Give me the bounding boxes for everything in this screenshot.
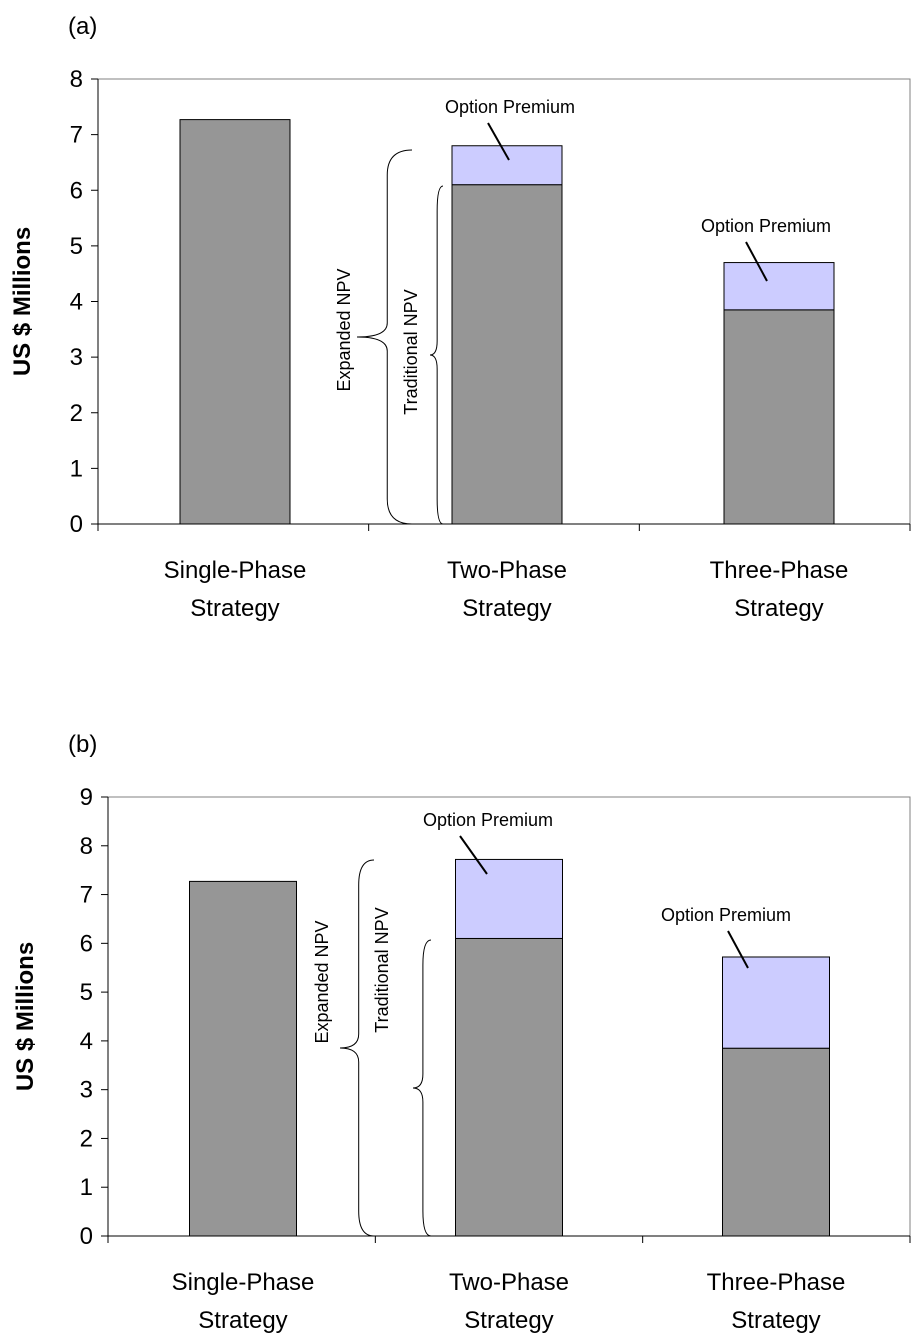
y-tick-label: 4	[80, 1028, 93, 1055]
category-label: Three-Phase	[707, 1269, 846, 1296]
traditional-npv-brace	[429, 185, 444, 525]
bar-traditional-npv	[189, 880, 297, 1237]
bar-option-premium	[451, 145, 563, 186]
category-label: Strategy	[464, 1307, 553, 1334]
y-tick-label: 7	[80, 882, 93, 909]
chart-panel-a: (a) 0 1 2 3 4 5 6 7 8 US $ Millions Single-Phase Str…	[9, 13, 911, 622]
y-tick-label: 1	[70, 455, 83, 482]
expanded-npv-label: Expanded NPV	[312, 920, 332, 1043]
y-tick-label: 6	[70, 177, 83, 204]
panel-label: (a)	[68, 13, 97, 40]
category-label: Two-Phase	[449, 1269, 569, 1296]
y-tick-label: 3	[80, 1077, 93, 1104]
option-premium-label: Option Premium	[661, 905, 791, 925]
traditional-npv-label: Traditional NPV	[401, 289, 421, 414]
category-label: Strategy	[190, 595, 279, 622]
y-tick-label: 8	[70, 66, 83, 93]
y-tick-label: 6	[80, 930, 93, 957]
y-tick-label: 2	[70, 400, 83, 427]
y-axis-label: US $ Millions	[9, 227, 36, 376]
y-tick-label: 3	[70, 344, 83, 371]
option-premium-leader	[745, 241, 768, 282]
category-label: Strategy	[198, 1307, 287, 1334]
y-tick-label: 5	[70, 233, 83, 260]
bar-traditional-npv	[179, 119, 291, 525]
option-premium-leader	[487, 122, 510, 161]
y-tick-label: 9	[80, 784, 93, 811]
option-premium-label: Option Premium	[445, 97, 575, 117]
category-label: Two-Phase	[447, 557, 567, 584]
category-label: Single-Phase	[172, 1269, 315, 1296]
option-premium-leader	[727, 930, 749, 969]
bar-option-premium	[722, 956, 830, 1049]
category-label: Strategy	[462, 595, 551, 622]
category-label: Strategy	[734, 595, 823, 622]
option-premium-label: Option Premium	[701, 216, 831, 236]
y-tick-label: 7	[70, 122, 83, 149]
bar-traditional-npv	[455, 937, 563, 1237]
panel-label: (b)	[68, 731, 97, 758]
traditional-npv-label: Traditional NPV	[372, 907, 392, 1032]
option-premium-label: Option Premium	[423, 810, 553, 830]
expanded-npv-brace	[339, 859, 375, 1237]
bar-traditional-npv	[722, 1047, 830, 1237]
y-tick-label: 4	[70, 289, 83, 316]
y-tick-label: 8	[80, 833, 93, 860]
chart-panel-b: (b) 0 1 2 3 4 5 6 7 8 9 US $ Millions Single-Phase St…	[12, 731, 911, 1334]
bar-traditional-npv	[451, 184, 563, 525]
y-tick-label: 1	[80, 1174, 93, 1201]
category-label: Three-Phase	[710, 557, 849, 584]
bar-traditional-npv	[723, 309, 835, 525]
traditional-npv-brace	[412, 939, 432, 1237]
y-tick-label: 0	[80, 1223, 93, 1250]
y-axis-label: US $ Millions	[12, 942, 39, 1091]
expanded-npv-brace	[356, 149, 413, 525]
option-premium-leader	[459, 835, 488, 875]
bar-option-premium	[723, 262, 835, 311]
category-label: Single-Phase	[164, 557, 307, 584]
y-tick-label: 0	[70, 511, 83, 538]
bar-option-premium	[455, 858, 563, 939]
category-label: Strategy	[731, 1307, 820, 1334]
y-tick-label: 5	[80, 979, 93, 1006]
y-tick-label: 2	[80, 1125, 93, 1152]
expanded-npv-label: Expanded NPV	[334, 268, 354, 391]
